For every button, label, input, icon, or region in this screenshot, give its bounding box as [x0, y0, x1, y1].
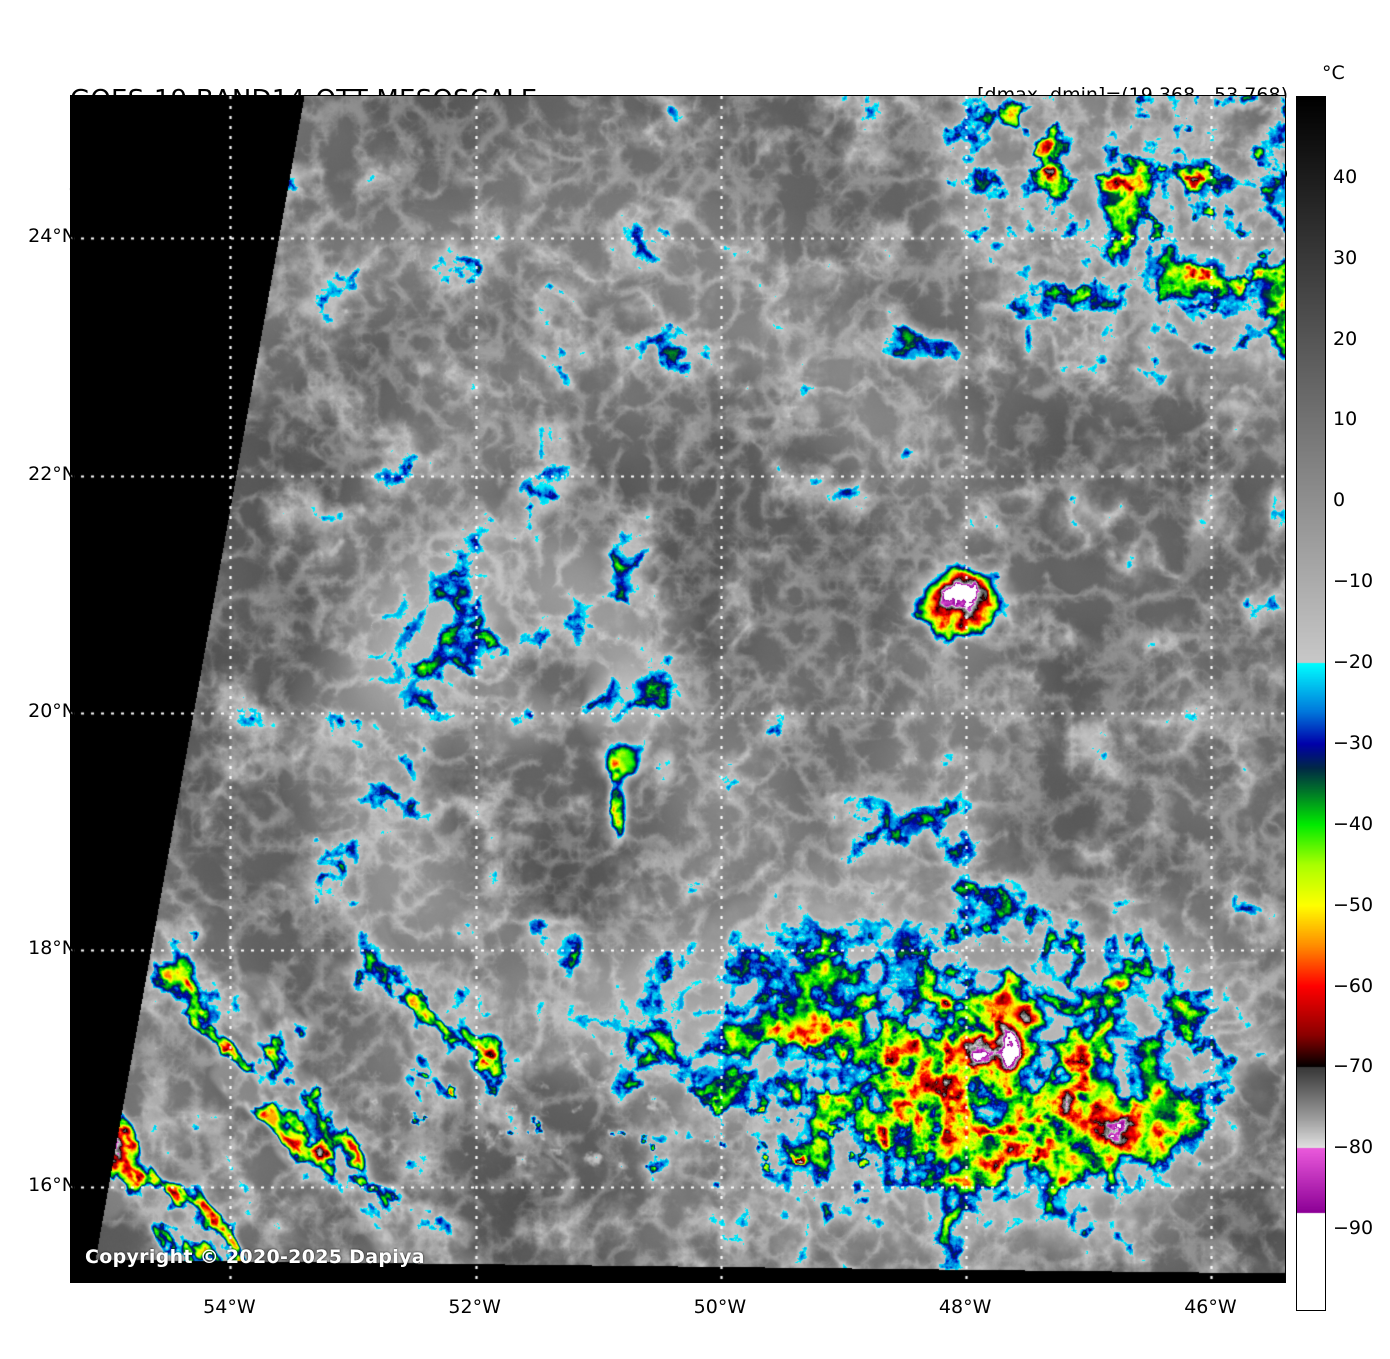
- colorbar-tick-label: −10: [1333, 570, 1374, 593]
- x-axis-tick-label: 48°W: [938, 1296, 992, 1318]
- colorbar-tick-label: 40: [1333, 165, 1358, 188]
- y-axis-tick-label: 24°N: [28, 225, 76, 248]
- y-axis-tick-label: 20°N: [28, 699, 76, 722]
- colorbar-gradient: [1297, 97, 1325, 1310]
- colorbar-tick-label: −60: [1333, 974, 1374, 997]
- colorbar-tick-label: 10: [1333, 408, 1358, 431]
- colorbar-tick-label: −50: [1333, 893, 1374, 916]
- x-axis-tick-label: 54°W: [203, 1296, 256, 1318]
- x-axis-tick-label: 46°W: [1184, 1296, 1237, 1318]
- colorbar-tick-label: −20: [1333, 651, 1374, 674]
- colorbar-tick-label: −40: [1333, 812, 1374, 835]
- y-axis-tick-label: 22°N: [28, 462, 76, 485]
- colorbar[interactable]: [1296, 96, 1326, 1311]
- x-axis-tick-label: 52°W: [448, 1296, 501, 1318]
- colorbar-unit-label: °C: [1322, 62, 1345, 84]
- colorbar-tick-label: 30: [1333, 246, 1358, 269]
- colorbar-tick-label: −90: [1333, 1217, 1374, 1240]
- satellite-plot-area[interactable]: Copyright © 2020-2025 Dapiya: [70, 95, 1286, 1283]
- colorbar-tick-label: −70: [1333, 1055, 1374, 1078]
- colorbar-tick-label: −80: [1333, 1136, 1374, 1159]
- colorbar-tick-label: 0: [1333, 489, 1346, 512]
- colorbar-tick-label: −30: [1333, 731, 1374, 754]
- y-axis-tick-label: 18°N: [28, 936, 76, 959]
- y-axis-tick-label: 16°N: [28, 1174, 76, 1197]
- satellite-ir-imagery: [71, 96, 1285, 1282]
- copyright-text: Copyright © 2020-2025 Dapiya: [85, 1246, 425, 1268]
- x-axis-tick-label: 50°W: [693, 1296, 747, 1318]
- colorbar-tick-label: 20: [1333, 327, 1358, 350]
